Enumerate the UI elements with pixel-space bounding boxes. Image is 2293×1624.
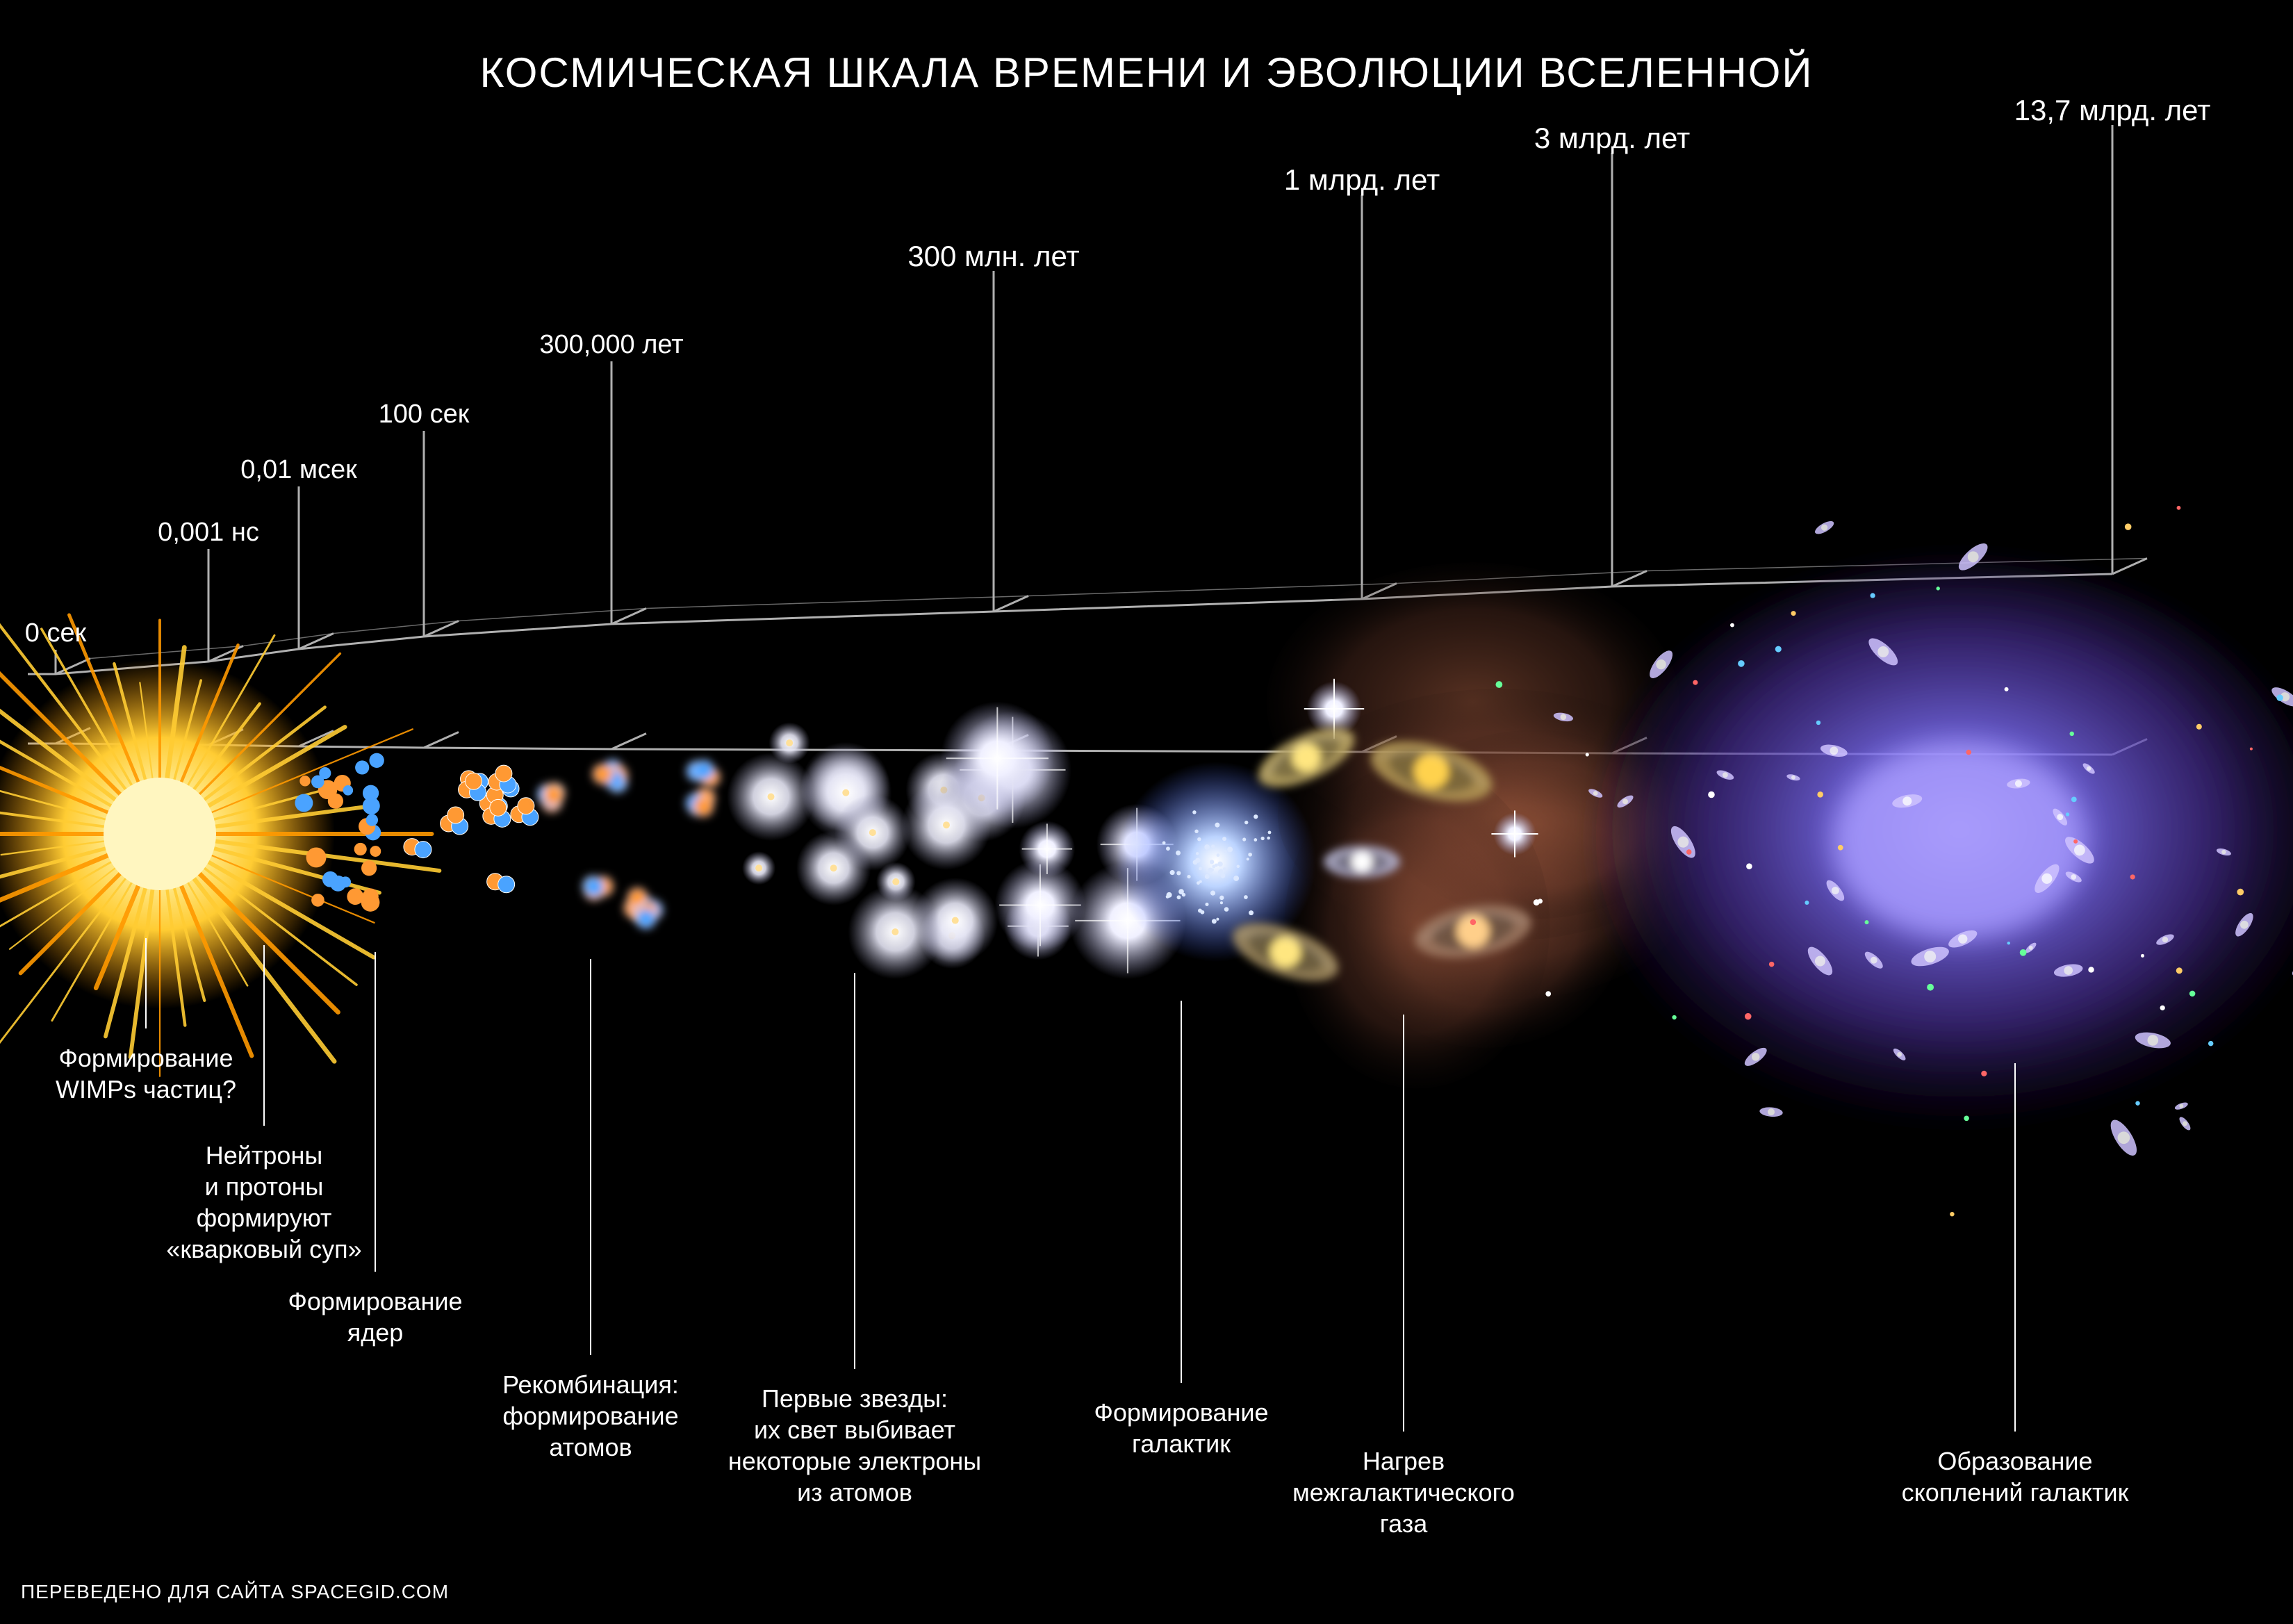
time-mark: 0,01 мсек	[240, 455, 356, 485]
time-mark: 300,000 лет	[539, 330, 683, 360]
event-label: Рекомбинация:формированиеатомов	[459, 1369, 723, 1463]
event-label: ФормированиеWIMPs частиц?	[21, 1042, 271, 1105]
time-mark: 1 млрд. лет	[1284, 163, 1440, 197]
diagram-svg	[0, 0, 2293, 1624]
time-mark: 13,7 млрд. лет	[2014, 94, 2211, 127]
event-label: Нейтроныи протоныформируют«кварковый суп…	[132, 1140, 396, 1265]
page-title: КОСМИЧЕСКАЯ ШКАЛА ВРЕМЕНИ И ЭВОЛЮЦИИ ВСЕ…	[0, 49, 2293, 97]
credit-line: ПЕРЕВЕДЕНО ДЛЯ САЙТА SPACEGID.COM	[21, 1581, 449, 1603]
event-label: Формированиеядер	[250, 1286, 500, 1348]
time-mark: 0 сек	[25, 618, 86, 648]
time-mark: 3 млрд. лет	[1534, 122, 1690, 155]
event-label: Образованиескоплений галактик	[1862, 1445, 2168, 1508]
cosmic-timeline-diagram: КОСМИЧЕСКАЯ ШКАЛА ВРЕМЕНИ И ЭВОЛЮЦИИ ВСЕ…	[0, 0, 2293, 1624]
event-label: Нагревмежгалактическогогаза	[1258, 1445, 1550, 1539]
time-mark: 100 сек	[379, 400, 470, 429]
time-mark: 0,001 нс	[158, 518, 259, 548]
event-label: Первые звезды:их свет выбиваетнекоторые …	[702, 1383, 1008, 1508]
time-mark: 300 млн. лет	[907, 240, 1079, 273]
